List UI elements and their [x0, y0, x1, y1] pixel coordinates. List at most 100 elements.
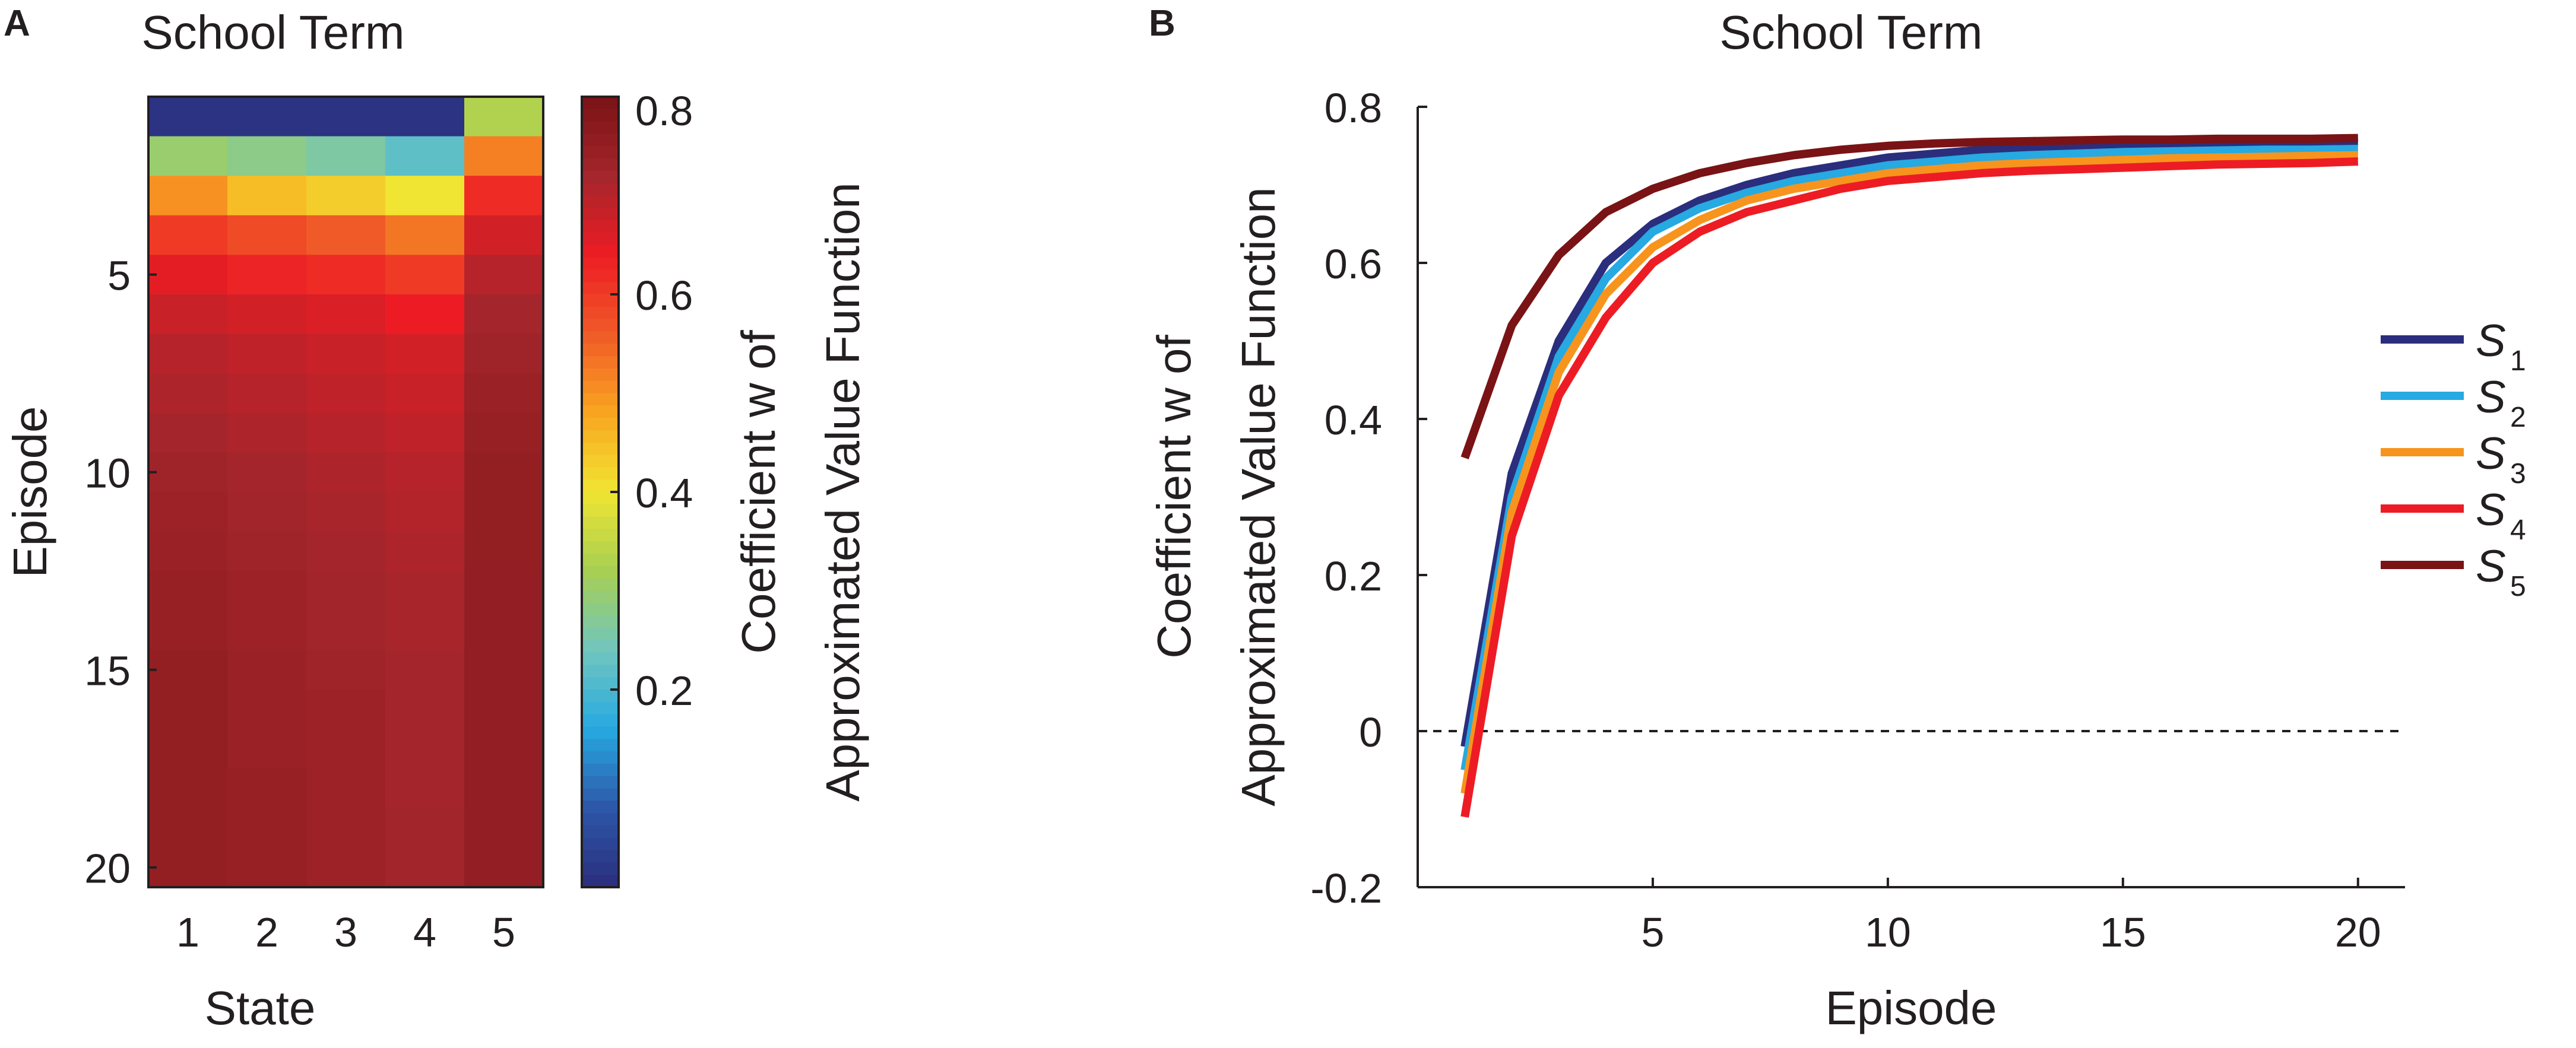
- colorbar-segment: [582, 615, 619, 628]
- heatmap-cell-episode-3-state-1: [148, 176, 228, 216]
- heatmap-cell-episode-2-state-5: [464, 136, 544, 176]
- colorbar-segment: [582, 294, 619, 307]
- colorbar-segment: [582, 356, 619, 369]
- colorbar-tick-label: 0.8: [635, 88, 693, 134]
- heatmap-cell-episode-11-state-4: [385, 492, 465, 532]
- colorbar-segment: [582, 319, 619, 332]
- line-chart-y-tick-label: 0.4: [1325, 397, 1382, 443]
- line-chart-y-ticks: -0.2 0 0.2 0.4 0.6 0.8: [1310, 85, 1427, 912]
- line-chart-y-tick-label: 0.2: [1325, 553, 1382, 599]
- legend-subscript-s4: 4: [2510, 515, 2526, 546]
- colorbar-segment: [582, 726, 619, 740]
- heatmap-cell-episode-10-state-4: [385, 452, 465, 493]
- heatmap-cell-episode-12-state-3: [306, 531, 386, 571]
- colorbar-segment: [582, 467, 619, 480]
- colorbar-segment: [582, 801, 619, 814]
- heatmap-cell-episode-16-state-4: [385, 690, 465, 730]
- heatmap-cell-episode-20-state-4: [385, 847, 465, 888]
- colorbar-segment: [582, 344, 619, 357]
- heatmap-cell-episode-3-state-3: [306, 176, 386, 216]
- heatmap-cell-episode-15-state-5: [464, 650, 544, 690]
- series-line-s5: [1460, 134, 2358, 460]
- heatmap-cell-episode-14-state-1: [148, 610, 228, 650]
- colorbar-segment: [582, 875, 619, 888]
- heatmap-cell-episode-19-state-2: [227, 808, 307, 848]
- heatmap-cell-episode-15-state-2: [227, 650, 307, 690]
- heatmap-cell-episode-4-state-3: [306, 215, 386, 255]
- series-line-s3: [1460, 151, 2358, 795]
- heatmap-cell-episode-7-state-5: [464, 334, 544, 374]
- heatmap-cell-episode-9-state-4: [385, 412, 465, 453]
- heatmap-cell-episode-13-state-3: [306, 571, 386, 611]
- legend-label-s4: S: [2476, 485, 2506, 535]
- heatmap-cell-episode-4-state-4: [385, 215, 465, 255]
- colorbar-segment: [582, 257, 619, 271]
- colorbar-segment: [582, 455, 619, 468]
- heatmap-cell-episode-2-state-2: [227, 136, 307, 176]
- colorbar-segment: [582, 516, 619, 530]
- heatmap-x-axis-label: State: [205, 982, 316, 1034]
- panel-b-letter: B: [1149, 3, 1175, 44]
- heatmap-cell-episode-6-state-1: [148, 294, 228, 335]
- legend-label-s1: S: [2476, 316, 2506, 366]
- colorbar-segment: [582, 146, 619, 159]
- colorbar-segment: [582, 739, 619, 752]
- heatmap-cell-episode-13-state-4: [385, 571, 465, 611]
- colorbar-segment: [582, 492, 619, 505]
- heatmap-cell-episode-8-state-2: [227, 373, 307, 414]
- colorbar-segment: [582, 529, 619, 542]
- colorbar-segment: [582, 701, 619, 715]
- heatmap-cell-episode-1-state-3: [306, 97, 386, 137]
- colorbar-segment: [582, 665, 619, 678]
- colorbar-segment: [582, 331, 619, 345]
- heatmap-y-tick-label: 10: [84, 450, 131, 497]
- colorbar-segment: [582, 183, 619, 196]
- heatmap-cell-episode-18-state-5: [464, 768, 544, 809]
- legend-label-s3: S: [2476, 428, 2506, 479]
- heatmap-cell-episode-14-state-5: [464, 610, 544, 650]
- legend-subscript-s2: 2: [2510, 402, 2526, 433]
- legend: S 1S 2S 3S 4S 5: [2381, 316, 2526, 602]
- heatmap-x-tick-label: 3: [334, 909, 357, 955]
- colorbar-segment: [582, 232, 619, 246]
- line-chart-x-tick-label: 5: [1641, 909, 1664, 955]
- heatmap-cell-episode-16-state-5: [464, 690, 544, 730]
- colorbar-segment: [582, 825, 619, 839]
- heatmap-x-tick-label: 2: [255, 909, 278, 955]
- heatmap-cell-episode-13-state-2: [227, 571, 307, 611]
- colorbar-segment: [582, 282, 619, 295]
- heatmap-cell-episode-4-state-5: [464, 215, 544, 255]
- colorbar-segment: [582, 269, 619, 282]
- colorbar-segment: [582, 690, 619, 703]
- colorbar-segment: [582, 244, 619, 258]
- colorbar-ticks: 0.2 0.4 0.6 0.8: [610, 88, 693, 714]
- heatmap-title: School Term: [141, 6, 404, 59]
- heatmap-cell-episode-6-state-3: [306, 294, 386, 335]
- heatmap-cell-episode-17-state-5: [464, 729, 544, 769]
- line-chart-y-tick-label: 0.8: [1325, 85, 1382, 131]
- heatmap-cell-episode-10-state-1: [148, 452, 228, 493]
- heatmap-y-tick-label: 20: [84, 846, 131, 892]
- panel-a: A School Term 5 10 15 20 1 2 3 4 5 State Episod…: [4, 3, 869, 1034]
- heatmap-cell-episode-1-state-4: [385, 97, 465, 137]
- line-chart-x-tick-label: 20: [2335, 909, 2381, 955]
- heatmap-cell-episode-10-state-5: [464, 452, 544, 493]
- heatmap-cell-episode-15-state-1: [148, 650, 228, 690]
- heatmap-cells: [148, 97, 544, 888]
- heatmap-cell-episode-13-state-1: [148, 571, 228, 611]
- legend-subscript-s1: 1: [2510, 345, 2526, 377]
- heatmap-cell-episode-7-state-3: [306, 334, 386, 374]
- heatmap-cell-episode-4-state-2: [227, 215, 307, 255]
- heatmap-cell-episode-3-state-4: [385, 176, 465, 216]
- colorbar-segment: [582, 578, 619, 592]
- colorbar-segment: [582, 776, 619, 789]
- heatmap-cell-episode-19-state-5: [464, 808, 544, 848]
- heatmap-cell-episode-17-state-2: [227, 729, 307, 769]
- heatmap-x-ticks: 1 2 3 4 5: [176, 909, 515, 955]
- colorbar-segment: [582, 627, 619, 641]
- heatmap-y-ticks: 5 10 15 20: [84, 253, 157, 892]
- heatmap-cell-episode-5-state-1: [148, 255, 228, 295]
